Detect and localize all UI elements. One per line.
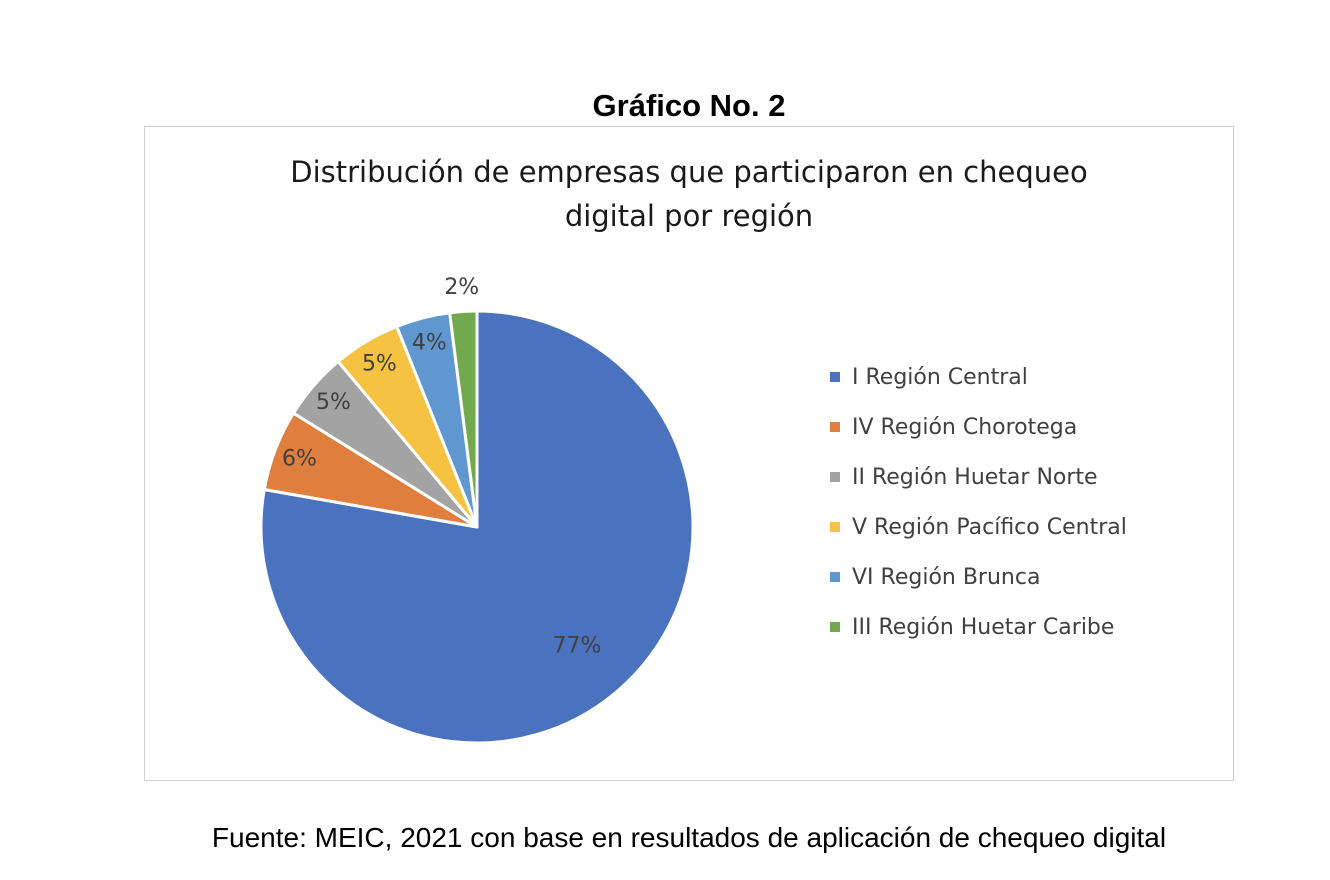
legend-swatch [830, 422, 840, 432]
data-label: 5% [362, 351, 397, 376]
legend: I Región Central IV Región Chorotega II … [830, 352, 1127, 652]
data-label: 5% [316, 390, 351, 415]
pie-slice [448, 309, 479, 529]
data-label: 2% [444, 275, 479, 300]
chart-title-line-1: Distribución de empresas que participaro… [290, 155, 1088, 189]
data-label: 4% [412, 331, 447, 356]
legend-label: VI Región Brunca [852, 564, 1041, 590]
data-label: 6% [282, 447, 317, 472]
legend-item: IV Región Chorotega [830, 402, 1127, 452]
legend-item: V Región Pacífico Central [830, 502, 1127, 552]
legend-swatch [830, 522, 840, 532]
chart-title-line-2: digital por región [564, 199, 814, 233]
legend-label: IV Región Chorotega [852, 414, 1078, 440]
data-label: 77% [553, 634, 602, 659]
legend-swatch [830, 622, 840, 632]
legend-swatch [830, 572, 840, 582]
legend-item: III Región Huetar Caribe [830, 602, 1127, 652]
legend-swatch [830, 472, 840, 482]
legend-label: V Región Pacífico Central [852, 514, 1127, 540]
legend-item: I Región Central [830, 352, 1127, 402]
legend-item: VI Región Brunca [830, 552, 1127, 602]
figure-heading: Gráfico No. 2 [592, 88, 786, 123]
legend-label: II Región Huetar Norte [852, 464, 1098, 490]
chart-title: Distribución de empresas que participaro… [0, 150, 1330, 238]
chart-frame [144, 126, 1234, 781]
source-note: Fuente: MEIC, 2021 con base en resultado… [211, 822, 1167, 853]
legend-item: II Región Huetar Norte [830, 452, 1127, 502]
legend-label: III Región Huetar Caribe [852, 614, 1115, 640]
legend-swatch [830, 372, 840, 382]
legend-label: I Región Central [852, 364, 1028, 390]
